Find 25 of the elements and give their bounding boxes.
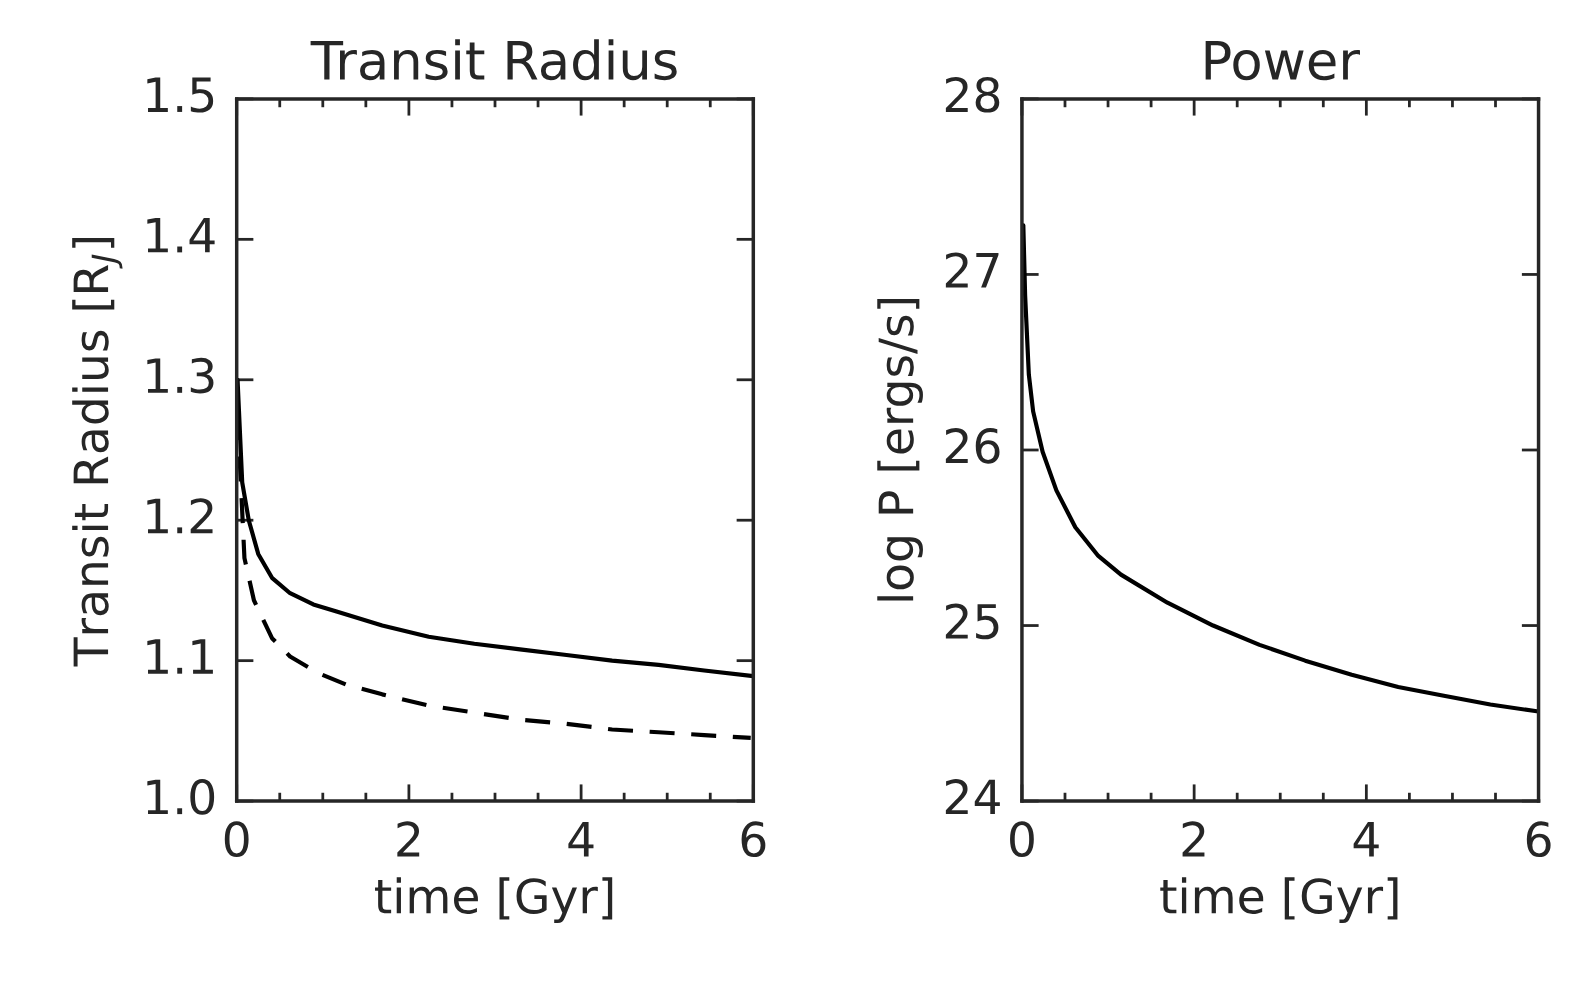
x-tick-label: 6: [741, 821, 766, 858]
y-tick-label: 1.5: [147, 77, 214, 113]
x-tick-label: 2: [397, 821, 420, 857]
y-axis-title: Transit Radius [R$_{J}$]: [72, 237, 123, 667]
y-tick-label: 1.4: [147, 217, 215, 253]
y-tick-label: 1.2: [147, 498, 213, 534]
x-tick-label: 4: [1353, 821, 1379, 857]
y-tick-label: 25: [945, 603, 999, 640]
y-tick-label: 26: [945, 427, 1000, 464]
x-tick-label: 4: [568, 821, 594, 857]
x-tick-label: 6: [1526, 821, 1551, 858]
x-axis-title: time [Gyr]: [1160, 877, 1398, 924]
y-tick-label: 24: [945, 779, 1000, 815]
y-tick-label: 28: [945, 76, 1000, 113]
y-axis-title: log P [ergs/s]: [877, 299, 923, 601]
y-tick-label: 1.3: [147, 357, 214, 394]
chart-title: Power: [1205, 40, 1361, 81]
x-axis-title: time [Gyr]: [375, 877, 613, 924]
x-tick-label: 0: [1010, 821, 1034, 858]
y-tick-label: 1.1: [147, 639, 213, 674]
y-tick-label: 27: [945, 252, 999, 288]
y-tick-label: 1.0: [147, 779, 215, 815]
chart-title: Transit Radius: [310, 39, 677, 81]
x-tick-label: 0: [224, 821, 249, 858]
x-tick-label: 2: [1182, 821, 1205, 857]
